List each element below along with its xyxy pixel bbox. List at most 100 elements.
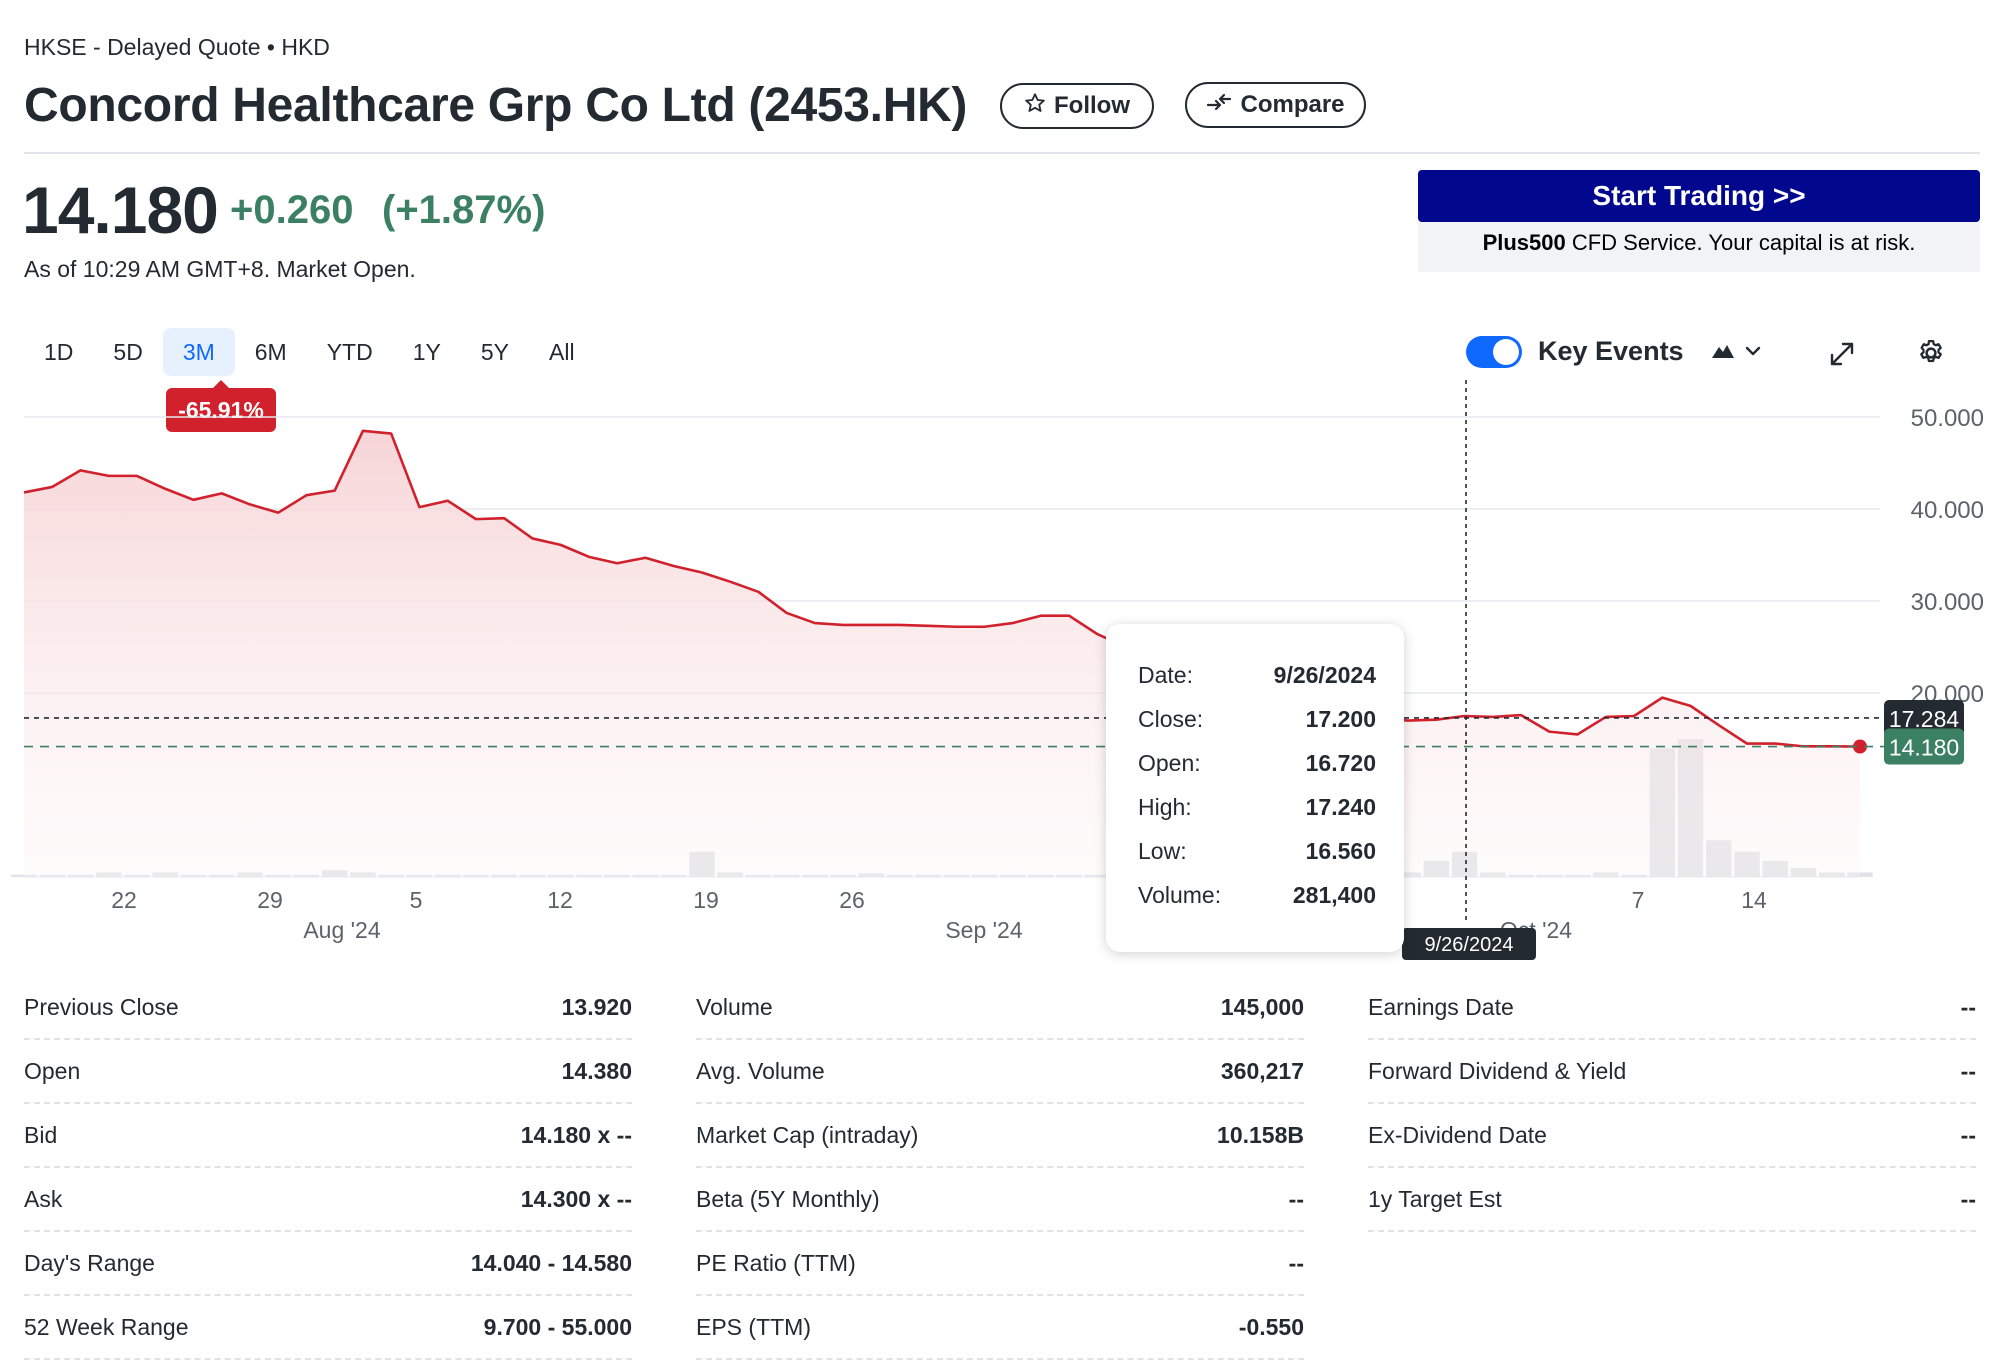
stat-row: Earnings Date --: [1368, 976, 1976, 1040]
tooltip-row: Low: 16.560: [1138, 838, 1376, 865]
price-change-percent: (+1.87%): [382, 188, 546, 232]
range-tabs: 1D 5D 3M 6M YTD 1Y 5Y All: [24, 328, 595, 376]
expand-icon[interactable]: [1828, 340, 1856, 373]
stat-value: 14.380: [561, 1057, 632, 1084]
stat-row: PE Ratio (TTM) --: [696, 1232, 1304, 1296]
range-tab-ytd[interactable]: YTD: [326, 339, 373, 365]
toggle-knob: [1493, 339, 1519, 365]
start-trading-button[interactable]: Start Trading >>: [1418, 170, 1980, 222]
stat-value: --: [1960, 1121, 1976, 1148]
stat-row: Open 14.380: [24, 1040, 632, 1104]
range-tab-5d[interactable]: 5D: [113, 339, 143, 365]
stat-label: Beta (5Y Monthly): [696, 1185, 880, 1212]
chevron-down-icon[interactable]: [1744, 342, 1762, 365]
range-tab-6m[interactable]: 6M: [254, 339, 287, 365]
follow-label: Follow: [1054, 92, 1130, 119]
range-tab-all[interactable]: All: [549, 339, 575, 365]
stat-label: Earnings Date: [1368, 993, 1514, 1020]
star-icon: [1024, 92, 1046, 121]
y-tick-label: 50.000: [1911, 405, 1984, 432]
y-tick-label: 40.000: [1911, 497, 1984, 524]
price-area: [24, 430, 1860, 877]
compare-button[interactable]: Compare: [1185, 82, 1366, 128]
stat-value: 145,000: [1220, 993, 1304, 1020]
stat-value: --: [1960, 1185, 1976, 1212]
stat-row: EPS (TTM) -0.550: [696, 1296, 1304, 1360]
tooltip-label: Close:: [1138, 706, 1204, 732]
stat-value: 9.700 - 55.000: [483, 1313, 632, 1340]
stat-value: --: [1288, 1249, 1304, 1276]
tooltip-label: Low:: [1138, 838, 1187, 864]
tooltip-row: Close: 17.200: [1138, 706, 1376, 733]
stat-value: 13.920: [561, 993, 632, 1020]
follow-button[interactable]: Follow: [1000, 83, 1154, 129]
tooltip-row: Volume: 281,400: [1138, 882, 1376, 909]
range-tab-1y[interactable]: 1Y: [412, 339, 441, 365]
tooltip-row: High: 17.240: [1138, 794, 1376, 821]
stat-label: Avg. Volume: [696, 1057, 825, 1084]
stat-row: Forward Dividend & Yield --: [1368, 1040, 1976, 1104]
x-tick-label: 14: [1741, 887, 1767, 913]
last-price-box: [1884, 728, 1964, 765]
stat-row: Ask 14.300 x --: [24, 1168, 632, 1232]
mountain-chart-icon[interactable]: [1710, 340, 1736, 367]
current-price: 14.180: [22, 173, 219, 247]
stat-label: EPS (TTM): [696, 1313, 811, 1340]
ad-brand: Plus500: [1482, 230, 1566, 255]
tooltip-value: 9/26/2024: [1273, 662, 1376, 688]
y-tick-label: 30.000: [1911, 589, 1984, 616]
range-tab-3m[interactable]: 3M: [162, 328, 235, 376]
gear-icon[interactable]: [1916, 338, 1946, 373]
x-tick-label: 29: [257, 887, 283, 913]
stat-label: Previous Close: [24, 993, 179, 1020]
stat-row: Previous Close 13.920: [24, 976, 632, 1040]
x-tick-label: 12: [547, 887, 573, 913]
stat-row: Ex-Dividend Date --: [1368, 1104, 1976, 1168]
tooltip-label: Date:: [1138, 662, 1193, 688]
stat-label: Ex-Dividend Date: [1368, 1121, 1547, 1148]
stat-value: -0.550: [1238, 1313, 1304, 1340]
stat-label: Forward Dividend & Yield: [1368, 1057, 1627, 1084]
compare-label: Compare: [1240, 91, 1345, 118]
x-tick-label: 22: [111, 887, 137, 913]
range-tab-1d[interactable]: 1D: [44, 339, 74, 365]
tooltip-row: Open: 16.720: [1138, 750, 1376, 777]
ad-disclaimer: Plus500 CFD Service. Your capital is at …: [1418, 230, 1980, 256]
x-tick-label: 7: [1632, 887, 1645, 913]
range-tab-5y[interactable]: 5Y: [480, 339, 509, 365]
stat-row: Volume 145,000: [696, 976, 1304, 1040]
stat-label: Volume: [696, 993, 773, 1020]
stat-label: Open: [24, 1057, 81, 1084]
tooltip-value: 281,400: [1292, 882, 1376, 908]
stat-label: Day's Range: [24, 1249, 155, 1276]
trading-ad: Start Trading >> Plus500 CFD Service. Yo…: [1418, 170, 1980, 272]
stat-value: 360,217: [1220, 1057, 1304, 1084]
ad-text: CFD Service. Your capital is at risk.: [1565, 230, 1916, 255]
x-tick-label: 5: [410, 887, 423, 913]
x-month-label: Sep '24: [945, 917, 1022, 943]
key-events-toggle[interactable]: [1466, 336, 1522, 368]
stat-value: 14.040 - 14.580: [470, 1249, 632, 1276]
header-divider: [24, 152, 1980, 154]
page-title: Concord Healthcare Grp Co Ltd (2453.HK): [24, 79, 968, 132]
stat-row: Avg. Volume 360,217: [696, 1040, 1304, 1104]
crosshair-date-label: 9/26/2024: [1425, 934, 1514, 956]
stat-label: 52 Week Range: [24, 1313, 189, 1340]
stat-label: Ask: [24, 1185, 63, 1212]
crosshair-date-box: [1402, 928, 1536, 960]
x-tick-label: 19: [693, 887, 719, 913]
tooltip-value: 16.560: [1305, 838, 1376, 864]
stats-column-3: Earnings Date -- Forward Dividend & Yield -…: [1368, 976, 1976, 1232]
quote-timestamp: As of 10:29 AM GMT+8. Market Open.: [24, 256, 416, 282]
x-tick-label: 26: [839, 887, 865, 913]
stat-row: Day's Range 14.040 - 14.580: [24, 1232, 632, 1296]
exchange-info: HKSE - Delayed Quote • HKD: [24, 34, 330, 60]
stat-value: 14.180 x --: [520, 1121, 632, 1148]
tooltip-value: 17.200: [1305, 706, 1376, 732]
tooltip-value: 16.720: [1305, 750, 1376, 776]
stat-value: 10.158B: [1217, 1121, 1304, 1148]
stat-value: --: [1960, 993, 1976, 1020]
crosshair-price-label: 17.284: [1889, 706, 1960, 732]
tooltip-label: Volume:: [1138, 882, 1222, 908]
